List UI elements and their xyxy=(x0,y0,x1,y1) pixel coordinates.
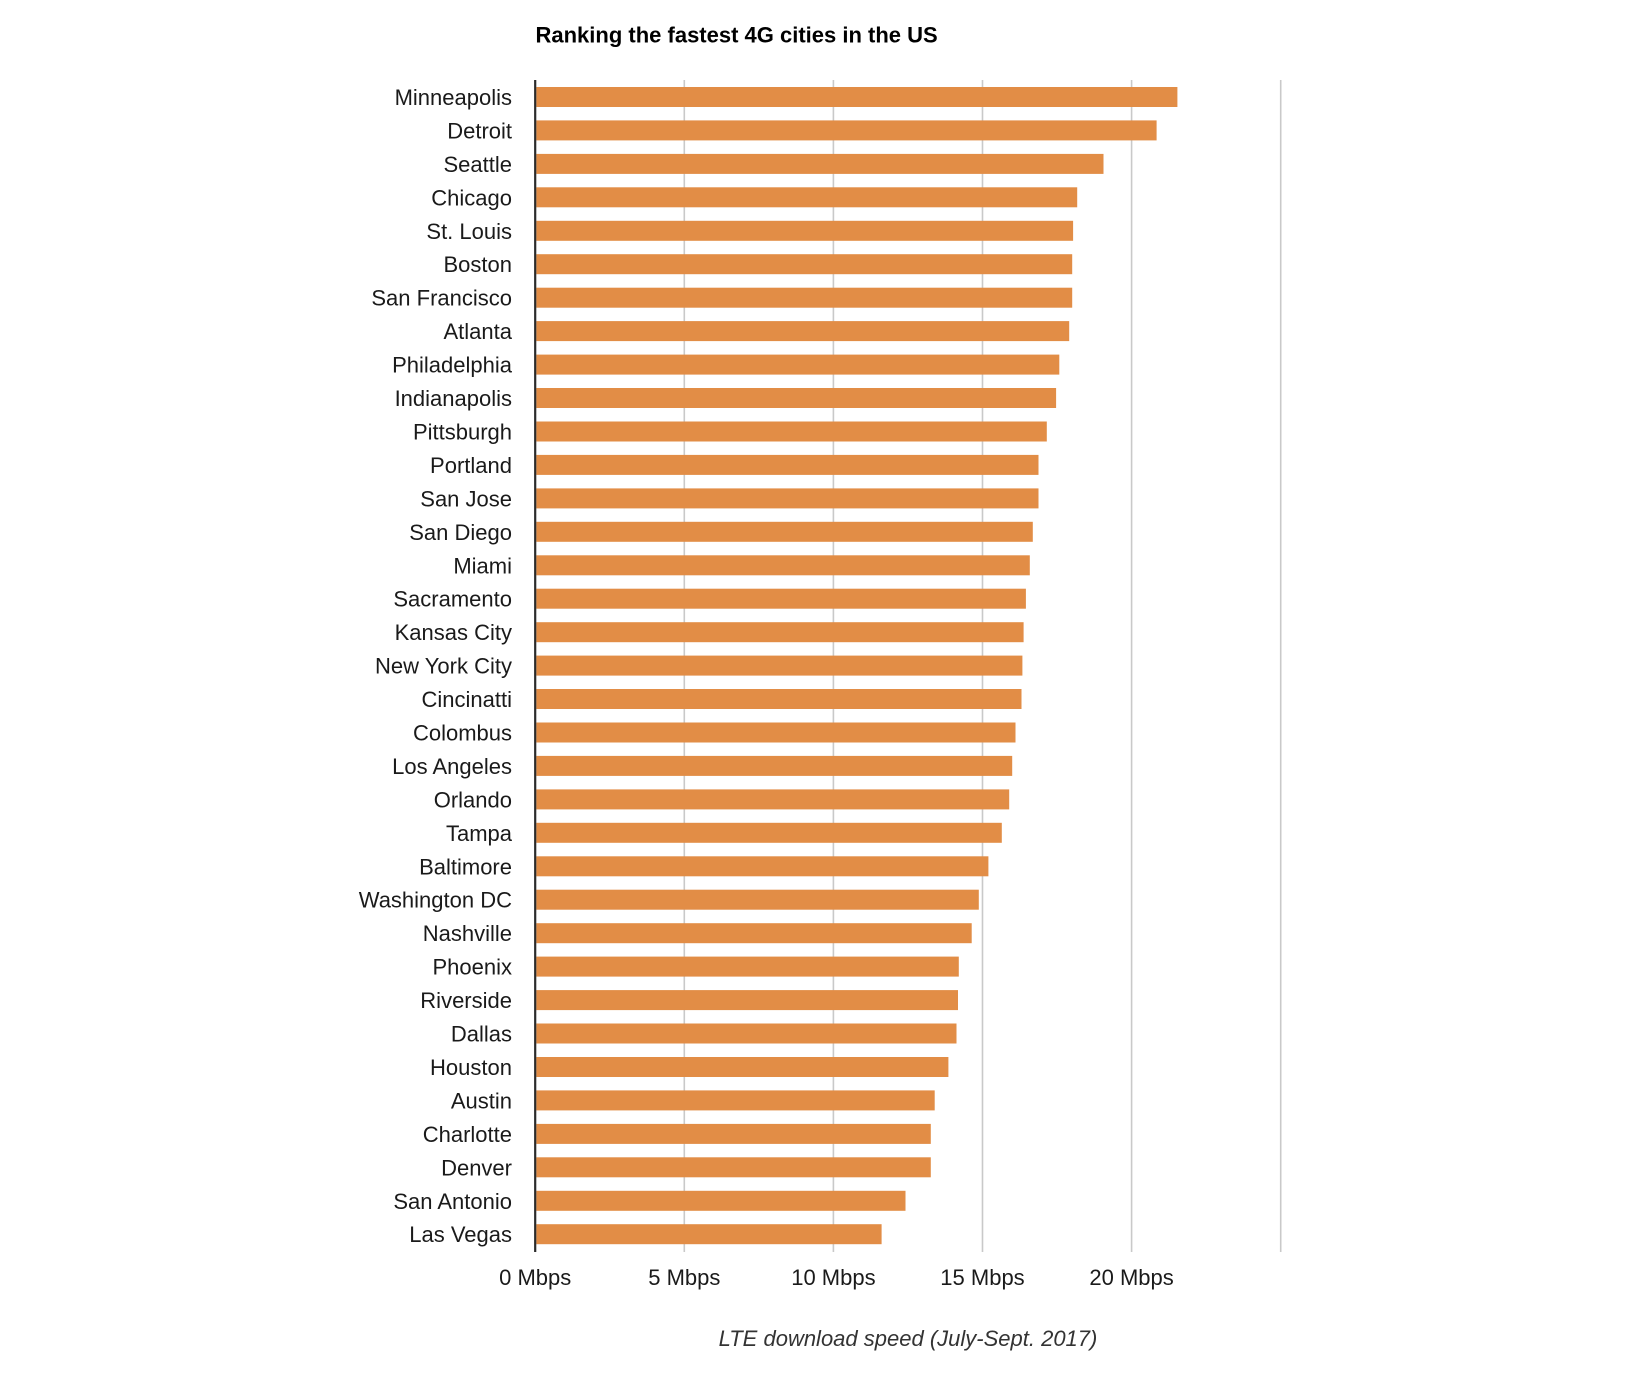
svg-text:Houston: Houston xyxy=(430,1055,512,1080)
svg-text:New York City: New York City xyxy=(375,654,512,679)
svg-text:Los Angeles: Los Angeles xyxy=(392,754,512,779)
svg-text:Washington DC: Washington DC xyxy=(359,888,512,913)
svg-text:San Francisco: San Francisco xyxy=(371,286,512,311)
svg-text:San Antonio: San Antonio xyxy=(393,1189,512,1214)
svg-text:Orlando: Orlando xyxy=(434,787,512,812)
svg-text:Boston: Boston xyxy=(444,252,513,277)
svg-text:Kansas City: Kansas City xyxy=(395,620,512,645)
svg-text:Indianapolis: Indianapolis xyxy=(395,386,512,411)
svg-text:Portland: Portland xyxy=(430,453,512,478)
svg-text:Las Vegas: Las Vegas xyxy=(409,1222,512,1247)
svg-text:Cincinatti: Cincinatti xyxy=(422,687,512,712)
svg-text:Charlotte: Charlotte xyxy=(423,1122,512,1147)
svg-text:Philadelphia: Philadelphia xyxy=(392,353,513,378)
svg-text:St. Louis: St. Louis xyxy=(426,219,512,244)
svg-text:Riverside: Riverside xyxy=(420,988,512,1013)
svg-text:Detroit: Detroit xyxy=(447,118,512,143)
svg-text:Miami: Miami xyxy=(453,553,512,578)
svg-text:Dallas: Dallas xyxy=(451,1022,512,1047)
svg-text:0 Mbps: 0 Mbps xyxy=(499,1265,571,1290)
svg-text:10 Mbps: 10 Mbps xyxy=(791,1265,875,1290)
svg-text:Minneapolis: Minneapolis xyxy=(395,85,512,110)
svg-text:Baltimore: Baltimore xyxy=(419,854,512,879)
svg-text:Nashville: Nashville xyxy=(423,921,512,946)
svg-text:Ranking the fastest 4G cities: Ranking the fastest 4G cities in the US xyxy=(536,23,938,48)
svg-text:Sacramento: Sacramento xyxy=(393,587,512,612)
svg-text:San Jose: San Jose xyxy=(420,486,512,511)
svg-text:LTE download speed (July-Sept.: LTE download speed (July-Sept. 2017) xyxy=(719,1326,1098,1351)
svg-text:20 Mbps: 20 Mbps xyxy=(1089,1265,1173,1290)
svg-text:Seattle: Seattle xyxy=(444,152,513,177)
svg-text:5 Mbps: 5 Mbps xyxy=(648,1265,720,1290)
svg-text:Chicago: Chicago xyxy=(431,185,512,210)
svg-text:Tampa: Tampa xyxy=(446,821,513,846)
svg-text:Austin: Austin xyxy=(451,1088,512,1113)
svg-text:Phoenix: Phoenix xyxy=(432,955,512,980)
svg-text:Colombus: Colombus xyxy=(413,721,512,746)
svg-text:15 Mbps: 15 Mbps xyxy=(940,1265,1024,1290)
svg-text:Denver: Denver xyxy=(441,1155,512,1180)
svg-text:Pittsburgh: Pittsburgh xyxy=(413,420,512,445)
svg-text:Atlanta: Atlanta xyxy=(444,319,513,344)
svg-text:San Diego: San Diego xyxy=(409,520,512,545)
